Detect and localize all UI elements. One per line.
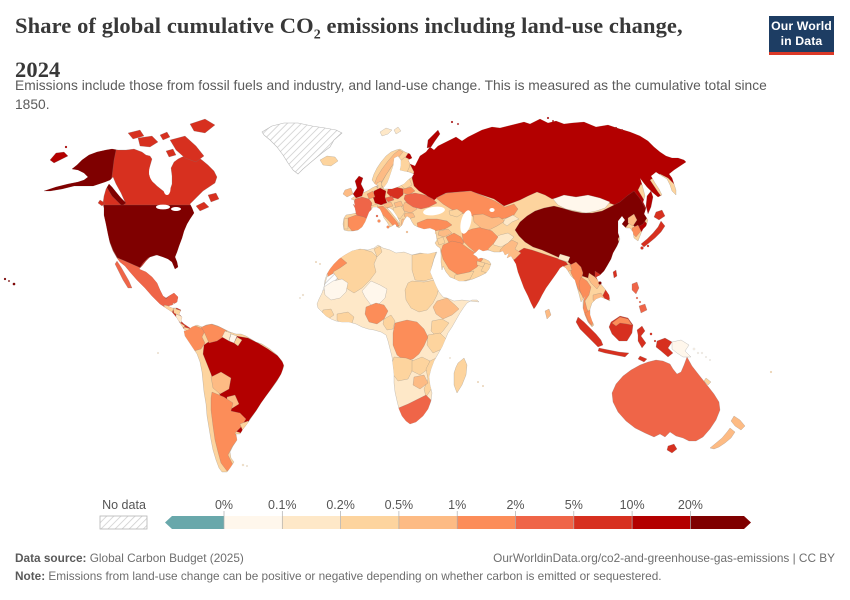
svg-text:20%: 20% xyxy=(678,498,703,512)
svg-text:10%: 10% xyxy=(620,498,645,512)
svg-text:5%: 5% xyxy=(565,498,583,512)
svg-text:1%: 1% xyxy=(448,498,466,512)
svg-text:No data: No data xyxy=(102,498,146,512)
svg-text:0.2%: 0.2% xyxy=(326,498,355,512)
svg-text:0%: 0% xyxy=(215,498,233,512)
svg-text:0.1%: 0.1% xyxy=(268,498,297,512)
svg-text:2%: 2% xyxy=(506,498,524,512)
svg-text:0.5%: 0.5% xyxy=(385,498,414,512)
